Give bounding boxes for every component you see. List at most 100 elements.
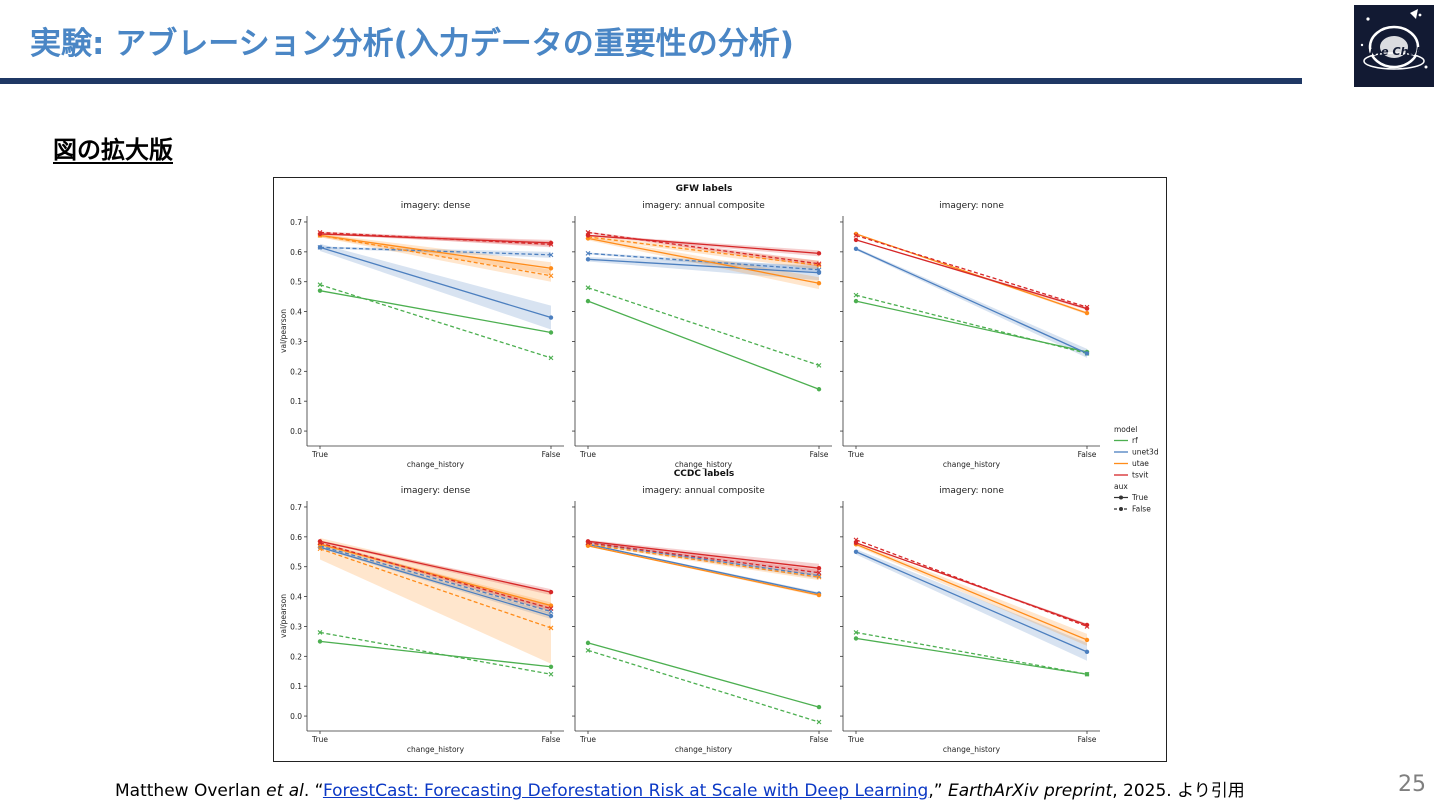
y-tick-label: 0.7 — [290, 218, 302, 227]
x-tick-label: False — [1078, 735, 1097, 744]
confidence-band — [588, 543, 819, 581]
y-tick-label: 0.3 — [290, 622, 302, 631]
series-point — [1084, 649, 1090, 655]
series-line — [855, 294, 1088, 355]
figure-frame: GFW labels CCDC labels imagery: dense 0.0 0.… — [273, 177, 1167, 762]
series-line — [319, 548, 552, 629]
x-axis-label: change_history — [407, 460, 465, 469]
series-line — [855, 239, 1088, 310]
panel-title: imagery: none — [939, 201, 1004, 211]
series-point — [317, 546, 323, 552]
y-tick-label: 0.4 — [290, 593, 302, 602]
series-point — [853, 298, 859, 304]
legend-marker — [1119, 495, 1123, 500]
slide-title: 実験: アブレーション分析(入力データの重要性の分析) — [30, 26, 794, 62]
series-line — [587, 237, 820, 284]
series-point — [853, 292, 859, 298]
series-point — [548, 671, 554, 677]
series-point — [853, 549, 859, 554]
x-axis-label: change_history — [675, 460, 733, 469]
y-tick-label: 0.2 — [290, 652, 302, 661]
x-tick-label: False — [1078, 450, 1097, 459]
series-point — [548, 252, 554, 258]
series-point — [1084, 624, 1090, 629]
series-point — [317, 244, 323, 250]
confidence-band — [320, 231, 551, 248]
series-point — [548, 355, 554, 361]
series-point — [816, 566, 822, 571]
y-tick-label: 0.5 — [290, 278, 302, 287]
confidence-band — [320, 538, 551, 664]
y-tick-label: 0.0 — [290, 712, 302, 721]
x-tick-label: False — [542, 735, 561, 744]
series-point — [585, 257, 591, 262]
series-line — [319, 631, 552, 675]
series-line — [587, 234, 820, 254]
x-tick-label: True — [847, 450, 864, 459]
panel-title: imagery: dense — [401, 486, 471, 496]
citation-venue: EarthArXiv preprint — [947, 781, 1113, 801]
confidence-band — [588, 252, 819, 273]
series-point — [548, 273, 554, 279]
x-axis-label: change_history — [943, 745, 1001, 754]
x-tick-label: False — [810, 735, 829, 744]
series-point — [816, 592, 822, 598]
series-point — [548, 606, 554, 611]
series-point — [816, 704, 822, 710]
y-tick-label: 0.1 — [290, 682, 302, 691]
citation-open: . “ — [303, 781, 323, 801]
legend-entry: rf — [1132, 436, 1138, 445]
series-point — [585, 540, 591, 546]
series-point — [816, 362, 822, 368]
series-point — [585, 230, 591, 235]
series-line — [855, 631, 1088, 675]
series-line — [319, 540, 552, 593]
series-line — [587, 649, 820, 723]
series-point — [585, 298, 591, 304]
series-point — [816, 281, 822, 286]
citation-tail: , 2025. より引用 — [1112, 781, 1245, 801]
series-line — [855, 551, 1088, 653]
series-point — [548, 589, 554, 595]
series-point — [853, 630, 859, 635]
citation: Matthew Overlan et al. “ForestCast: Fore… — [115, 776, 1245, 801]
y-axis-label: val/pearson — [279, 594, 288, 638]
logo-graphic: Solafune Challenge — [1334, 5, 1440, 87]
series-point — [317, 282, 323, 288]
x-axis-label: change_history — [407, 745, 465, 754]
citation-close: ,” — [928, 781, 948, 801]
row-title: CCDC labels — [674, 469, 735, 479]
series-line — [587, 540, 820, 569]
panel-title: imagery: none — [939, 486, 1004, 496]
series-point — [816, 270, 822, 275]
logo-text: Solafune Challenge — [1354, 45, 1434, 58]
series-line — [319, 284, 552, 359]
series-line — [319, 246, 552, 319]
series-point — [585, 233, 591, 238]
title-rule — [0, 78, 1302, 84]
series-point — [816, 570, 822, 576]
series-point — [548, 664, 554, 669]
series-point — [317, 630, 323, 635]
series-point — [853, 237, 859, 243]
series-line — [587, 300, 820, 390]
legend-entry: False — [1132, 505, 1151, 514]
x-axis-label: change_history — [675, 745, 733, 754]
x-axis-label: change_history — [943, 460, 1001, 469]
series-point — [1084, 304, 1090, 310]
y-tick-label: 0.1 — [290, 397, 302, 406]
series-line — [855, 543, 1088, 641]
series-line — [587, 543, 820, 595]
series-line — [319, 233, 552, 244]
series-line — [855, 248, 1088, 354]
x-tick-label: False — [542, 450, 561, 459]
series-point — [816, 387, 822, 392]
confidence-band — [588, 541, 819, 579]
series-point — [317, 230, 323, 235]
y-tick-label: 0.6 — [290, 533, 302, 542]
citation-link[interactable]: ForestCast: Forecasting Deforestation Ri… — [322, 781, 929, 801]
y-tick-label: 0.0 — [290, 427, 302, 436]
x-tick-label: True — [579, 450, 596, 459]
legend-title: aux — [1114, 482, 1128, 491]
citation-etal: et al — [266, 781, 304, 801]
